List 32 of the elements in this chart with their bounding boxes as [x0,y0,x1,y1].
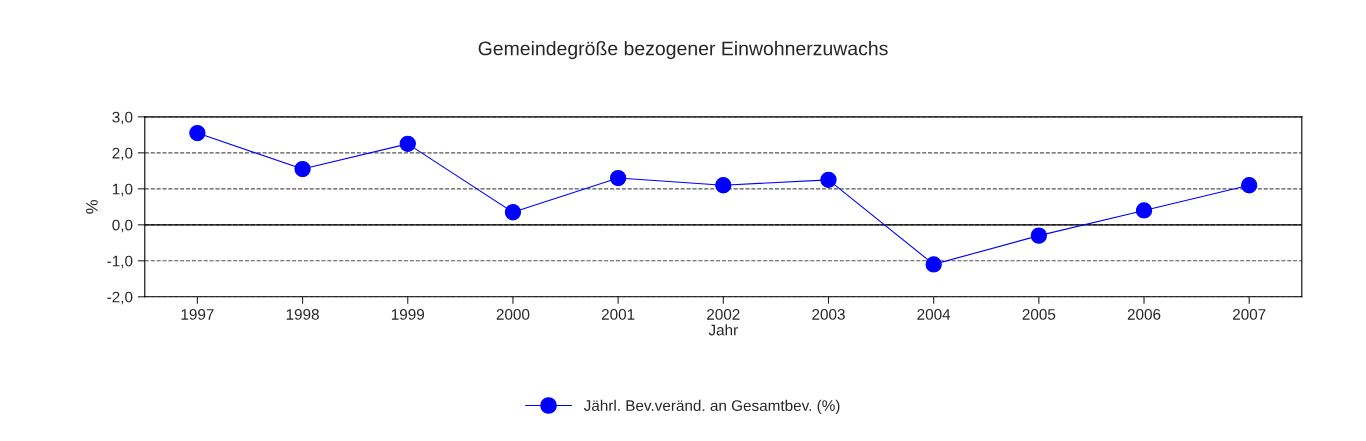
y-axis-title: % [86,200,98,214]
x-tick-label: 1997 [181,309,214,320]
point [1241,177,1258,194]
x-tick-label: 2003 [812,309,845,320]
x-tick-label: 2002 [707,309,740,320]
x-tick-label: 2007 [1232,309,1266,320]
x-tick-label: 1998 [286,309,319,320]
point [715,177,732,194]
point [820,171,837,188]
x-tick-label: 1999 [391,309,425,320]
y-tick-label: 1,0 [112,183,133,197]
point [925,256,942,273]
x-axis-title: Jahr [708,324,738,336]
x-tick-label: 2005 [1022,309,1056,320]
x-tick-label: 2004 [917,309,951,320]
y-tick-label: 3,0 [112,111,133,125]
point [504,204,522,221]
chart-title: Gemeindegröße bezogener Einwohnerzuwachs [478,41,888,60]
point [294,160,311,178]
legend-label: Jährl. Bev.veränd. an Gesamtbev. (%) [583,399,840,415]
point [1030,227,1047,244]
point [189,124,206,142]
y-tick-label: -2,0 [107,291,133,305]
point [399,135,416,153]
y-tick-label: 2,0 [112,147,133,161]
x-tick-label: 2006 [1127,309,1161,320]
y-tick-label: -1,0 [107,255,133,269]
point [609,169,627,187]
x-tick-label: 2000 [496,309,530,320]
y-tick-label: 0,0 [112,219,133,233]
x-tick-label: 2001 [601,309,635,320]
point [1135,202,1153,219]
